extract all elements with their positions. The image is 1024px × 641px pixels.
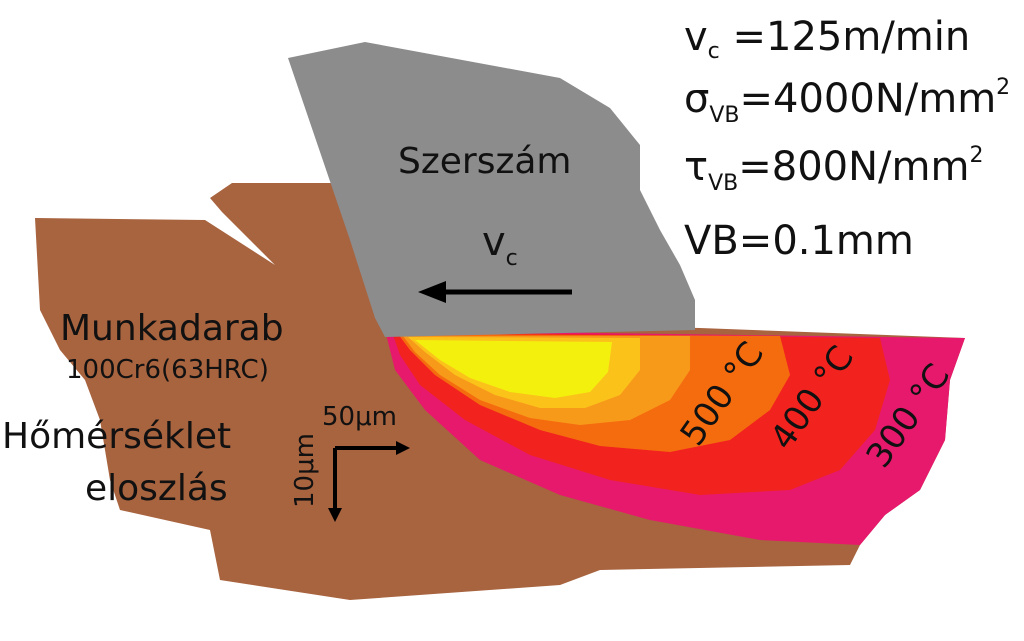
workpiece-label: Munkadarab: [60, 308, 284, 349]
tool-shape: [288, 42, 695, 337]
param-vb: VB=0.1mm: [684, 218, 914, 264]
param-sigma: σVB=4000N/mm2: [684, 75, 1010, 128]
scale-vertical-label: 10μm: [290, 433, 320, 508]
temperature-label-line1: Hőmérséklet: [2, 416, 231, 457]
scale-horizontal-arrowhead: [396, 441, 410, 455]
workpiece-material: 100Cr6(63HRC): [66, 355, 269, 385]
cutting-direction-arrowhead: [418, 281, 446, 303]
param-tau: τVB=800N/mm2: [684, 143, 983, 196]
temperature-label-line2: eloszlás: [85, 468, 228, 509]
zone-hot: [415, 340, 612, 398]
scale-horizontal-label: 50μm: [322, 402, 397, 432]
param-vc: vc =125m/min: [684, 14, 970, 64]
tool-label: Szerszám: [398, 141, 571, 182]
tool-velocity-label: vc: [482, 219, 518, 271]
scale-vertical-arrowhead: [328, 508, 342, 522]
